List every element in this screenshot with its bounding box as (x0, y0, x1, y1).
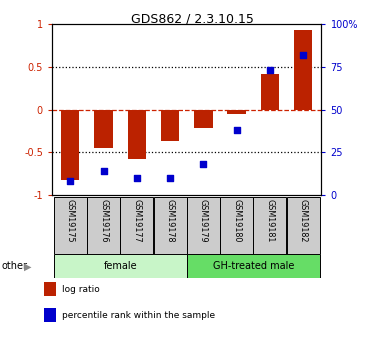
FancyBboxPatch shape (121, 197, 153, 254)
Text: GDS862 / 2.3.10.15: GDS862 / 2.3.10.15 (131, 12, 254, 25)
FancyBboxPatch shape (253, 197, 286, 254)
FancyBboxPatch shape (54, 197, 87, 254)
Bar (94, 110, 113, 148)
FancyBboxPatch shape (87, 197, 120, 254)
Text: GH-treated male: GH-treated male (213, 261, 294, 271)
FancyBboxPatch shape (54, 254, 187, 278)
Text: GSM19176: GSM19176 (99, 199, 108, 243)
Text: GSM19180: GSM19180 (232, 199, 241, 243)
Text: other: other (2, 262, 28, 271)
Point (100, 168, 107, 174)
Bar (228, 110, 246, 114)
Text: percentile rank within the sample: percentile rank within the sample (62, 311, 215, 320)
Text: GSM19182: GSM19182 (299, 199, 308, 243)
Text: female: female (103, 261, 137, 271)
Text: GSM19179: GSM19179 (199, 199, 208, 243)
Bar (294, 30, 312, 110)
Point (200, 161, 206, 167)
Point (167, 175, 173, 181)
FancyBboxPatch shape (187, 197, 220, 254)
Bar (261, 74, 279, 110)
Text: GSM19177: GSM19177 (132, 199, 141, 243)
Bar (161, 110, 179, 141)
Bar (61, 110, 79, 179)
Point (134, 175, 140, 181)
FancyBboxPatch shape (220, 197, 253, 254)
FancyBboxPatch shape (154, 197, 187, 254)
FancyBboxPatch shape (187, 254, 320, 278)
Text: GSM19178: GSM19178 (166, 199, 174, 243)
Point (234, 127, 240, 133)
Point (267, 68, 273, 73)
Text: GSM19175: GSM19175 (66, 199, 75, 243)
Text: GSM19181: GSM19181 (265, 199, 275, 243)
Bar (128, 110, 146, 159)
Text: ▶: ▶ (24, 262, 32, 271)
Bar (194, 110, 213, 128)
FancyBboxPatch shape (287, 197, 320, 254)
Point (67, 178, 74, 184)
Point (300, 52, 306, 58)
Text: log ratio: log ratio (62, 285, 99, 294)
